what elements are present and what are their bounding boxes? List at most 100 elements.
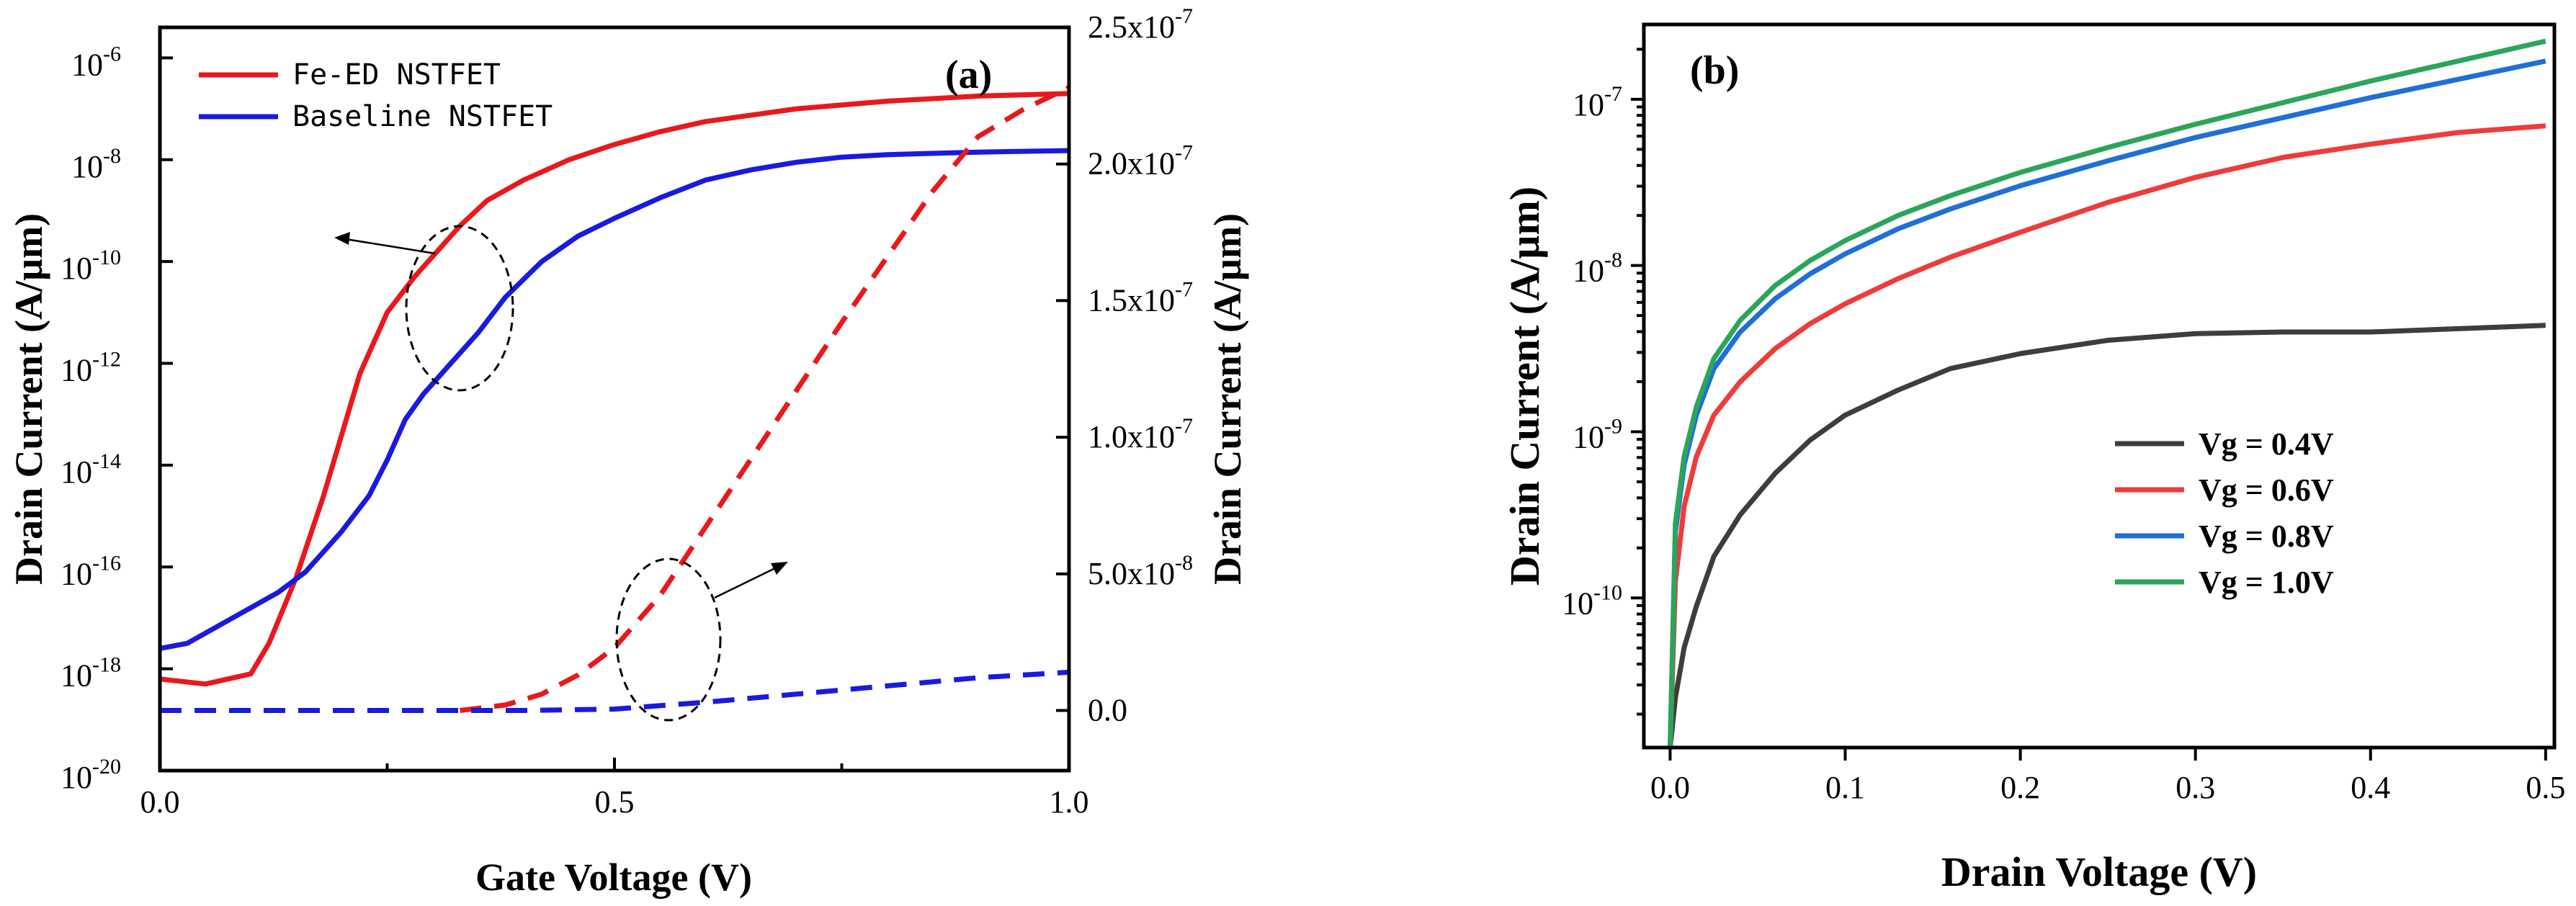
panel-a-right-y-tick-label: 1.5x10-7	[1088, 277, 1193, 318]
panel-a-legend-label: Baseline NSTFET	[292, 100, 553, 133]
panel-a-right-y-tick-label: 2.0x10-7	[1088, 141, 1193, 181]
panel-b-y-tick-label: 10-9	[1573, 414, 1622, 454]
panel-b-y-tick-label-exponent: -7	[1604, 82, 1622, 106]
panel-a-left-y-tick-label: 10-16	[61, 551, 121, 591]
panel-a-left-y-tick-label-exponent: -10	[92, 246, 121, 269]
panel-a-left-y-tick-label-base: 10	[61, 251, 92, 286]
panel-b-y-tick-label-base: 10	[1562, 586, 1593, 621]
panel-a-axes-frame	[158, 25, 1071, 773]
panel-a-left-y-tick-label: 10-12	[61, 348, 121, 388]
panel-a-label: (a)	[945, 53, 992, 97]
panel-a-right-y-tick-label-base: 0.0	[1088, 693, 1127, 728]
panel-a-left-y-tick-label: 10-18	[61, 653, 121, 694]
panel-b-x-tick-label: 0.5	[2526, 770, 2565, 805]
panel-b-legend-label: Vg = 1.0V	[2199, 565, 2334, 600]
panel-a-left-y-tick-label-base: 10	[61, 353, 92, 388]
panel-b-legend-label: Vg = 0.4V	[2199, 426, 2334, 462]
left-axis-arrow	[345, 238, 436, 255]
panel-a-left-y-tick-label-exponent: -16	[92, 551, 121, 575]
panel-a-x-tick-label: 1.0	[1050, 784, 1089, 820]
panel-b-legend-label: Vg = 0.8V	[2199, 519, 2334, 554]
panel-a-left-y-axis-label: Drain Current (A/µm)	[7, 213, 50, 585]
panel-a-right-y-tick-label-base: 1.5x10	[1088, 282, 1175, 318]
panel-a-right-y-tick-label: 0.0	[1088, 693, 1127, 728]
panel-a-x-axis-label: Gate Voltage (V)	[475, 856, 752, 899]
panel-b-ticks: 0.0 0.1 0.2 0.3 0.4 0.510-710-810-910-10	[1562, 48, 2565, 805]
panel-b-legend: Vg = 0.4V Vg = 0.6V Vg = 0.8V Vg = 1.0V	[2115, 426, 2334, 600]
panel-a-right-y-axis-label: Drain Current (A/µm)	[1206, 213, 1249, 585]
panel-a-right-y-tick-label: 5.0x10-8	[1088, 551, 1193, 591]
panel-a-ticks: 0.0 0.5 1.010-610-810-1010-1210-1410-1610-…	[61, 4, 1193, 820]
panel-b-y-tick-label: 10-8	[1573, 248, 1622, 289]
panel-a-right-y-tick-label-base: 1.0x10	[1088, 419, 1175, 454]
panel-a-left-y-tick-label: 10-20	[61, 755, 121, 795]
panel-b-y-tick-label-exponent: -9	[1604, 414, 1622, 438]
panel-a-left-y-tick-label-exponent: -12	[92, 348, 121, 372]
panel-a-left-y-tick-label-exponent: -6	[103, 42, 121, 66]
panel-a-right-y-tick-label-exponent: -7	[1175, 141, 1193, 165]
panel-b-series-3-line	[1668, 38, 2546, 748]
panel-b-y-tick-label-base: 10	[1573, 254, 1604, 289]
panel-a-left-y-tick-label-base: 10	[61, 760, 92, 795]
panel-b-y-axis-label: Drain Current (A/µm)	[1501, 187, 1548, 586]
panel-a-legend-label: Fe-ED NSTFET	[292, 58, 501, 91]
right-axis-group-ellipse	[615, 557, 722, 722]
panel-b-axes-frame	[1642, 22, 2557, 750]
panel-b-x-tick-label: 0.0	[1650, 770, 1690, 805]
panel-b-x-tick-label: 0.2	[2000, 770, 2040, 805]
panel-a-left-y-tick-label-base: 10	[61, 556, 92, 591]
panel-a-right-y-tick-label: 1.0x10-7	[1088, 414, 1193, 454]
right-axis-arrowhead	[771, 562, 788, 575]
panel-b-series-2-line	[1668, 58, 2546, 748]
panel-a-x-tick-label: 0.5	[595, 784, 635, 820]
panel-a-legend: Fe-ED NSTFET Baseline NSTFET	[199, 58, 553, 133]
panel-a-left-y-tick-label-base: 10	[61, 454, 92, 490]
panel-a-x-tick-label: 0.0	[140, 784, 180, 820]
panel-b-x-tick-label: 0.4	[2351, 770, 2390, 805]
panel-b-y-tick-label-exponent: -10	[1593, 580, 1622, 604]
panel-b-series-0-line	[1668, 323, 2546, 748]
panel-a-plot-area	[159, 85, 1070, 713]
panel-b-x-axis-label: Drain Voltage (V)	[1941, 848, 2257, 895]
panel-b-y-tick-label-base: 10	[1573, 419, 1604, 454]
panel-a-right-y-tick-label-exponent: -7	[1175, 4, 1193, 28]
panel-a-right-y-tick-label-exponent: -8	[1175, 551, 1193, 575]
panel-b-x-tick-label: 0.1	[1825, 770, 1865, 805]
panel-a-left-y-tick-label-exponent: -18	[92, 653, 121, 677]
panel-b-plot-area	[1668, 38, 2546, 748]
panel-a-left-y-tick-label: 10-8	[71, 144, 121, 184]
panel-a-left-y-tick-label: 10-10	[61, 246, 121, 286]
panel-a: 0.0 0.5 1.010-610-810-1010-1210-1410-1610-…	[7, 4, 1249, 899]
panel-a-right-y-tick-label: 2.5x10-7	[1088, 4, 1193, 45]
left-axis-group-ellipse	[405, 225, 514, 392]
right-axis-arrow	[714, 566, 777, 599]
panel-a-right-y-tick-label-exponent: -7	[1175, 277, 1193, 301]
panel-a-left-y-tick-label: 10-6	[71, 42, 121, 82]
panel-b-y-tick-label: 10-10	[1562, 580, 1622, 621]
panel-a-left-y-tick-label-base: 10	[71, 47, 103, 82]
panel-b-y-tick-label: 10-7	[1573, 82, 1622, 122]
panel-a-right-y-tick-label-base: 2.0x10	[1088, 146, 1175, 181]
panel-a-series-2-dashed-line	[460, 85, 1070, 713]
panel-a-series-1-line	[159, 148, 1070, 651]
panel-b-y-tick-label-base: 10	[1573, 87, 1604, 122]
panel-a-left-y-tick-label-base: 10	[61, 658, 92, 694]
panel-a-left-y-tick-label-exponent: -14	[92, 449, 121, 473]
panel-b-y-tick-label-exponent: -8	[1604, 248, 1622, 272]
left-axis-arrowhead	[334, 232, 350, 245]
panel-b-legend-label: Vg = 0.6V	[2199, 472, 2334, 508]
panel-a-left-y-tick-label-exponent: -8	[103, 144, 121, 168]
panel-a-series-3-dashed-line	[160, 669, 1070, 713]
panel-b-label: (b)	[1690, 48, 1739, 93]
panel-b-series-1-line	[1668, 123, 2546, 748]
panel-a-right-y-tick-label-exponent: -7	[1175, 414, 1193, 438]
panel-a-left-y-tick-label-exponent: -20	[92, 755, 121, 779]
panel-a-right-y-tick-label-base: 5.0x10	[1088, 556, 1175, 591]
panel-a-series-0-line	[159, 91, 1070, 687]
panel-b: 0.0 0.1 0.2 0.3 0.4 0.510-710-810-910-10 (b) …	[1501, 22, 2565, 895]
panel-a-right-y-tick-label-base: 2.5x10	[1088, 9, 1175, 45]
panel-a-left-y-tick-label-base: 10	[71, 149, 103, 184]
panel-b-x-tick-label: 0.3	[2175, 770, 2215, 805]
panel-a-left-y-tick-label: 10-14	[61, 449, 121, 490]
